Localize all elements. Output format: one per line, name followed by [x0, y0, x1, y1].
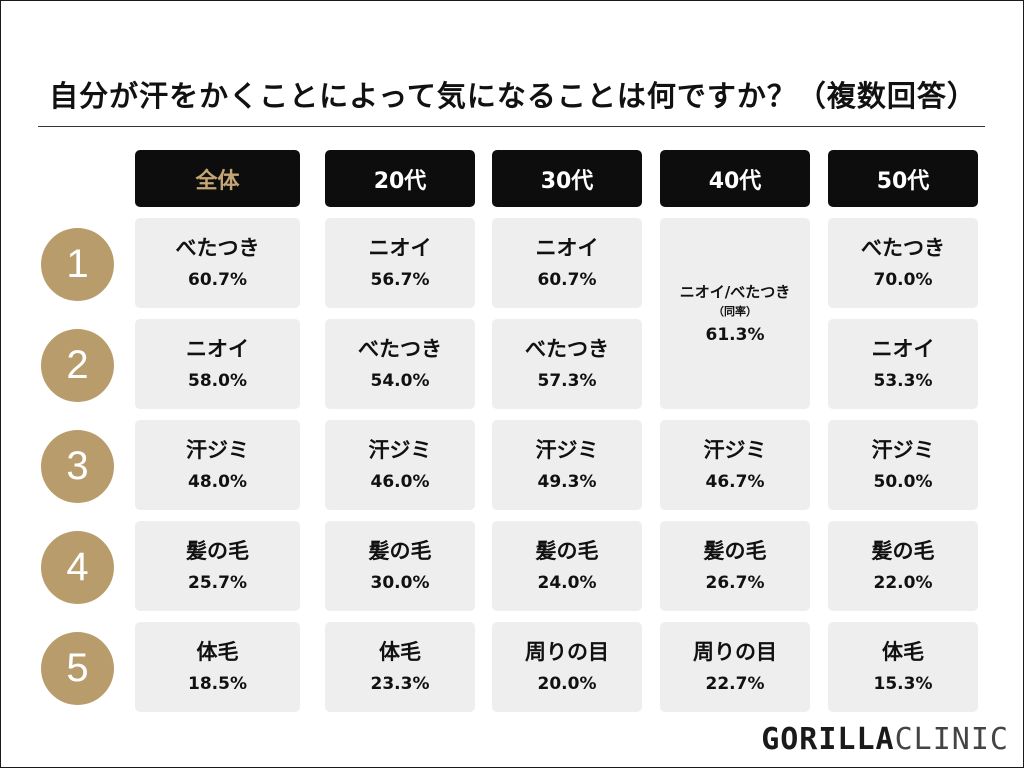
ranking-cell: べたつき 70.0% — [828, 218, 978, 308]
ranking-cell: ニオイ 53.3% — [828, 319, 978, 409]
ranking-cell: 体毛 15.3% — [828, 622, 978, 712]
cell-label: べたつき — [175, 235, 260, 260]
cell-label: 汗ジミ — [368, 437, 432, 462]
ranking-cell: べたつき 57.3% — [492, 319, 642, 409]
cell-label: ニオイ — [535, 235, 599, 260]
ranking-cell: ニオイ 60.7% — [492, 218, 642, 308]
ranking-cell: 汗ジミ 46.0% — [325, 420, 475, 510]
cell-label: 汗ジミ — [703, 437, 767, 462]
logo-bold-text: GORILLA — [761, 722, 895, 757]
ranking-cell: ニオイ 56.7% — [325, 218, 475, 308]
rank-number: 2 — [66, 343, 89, 387]
cell-percentage: 53.3% — [873, 371, 933, 392]
ranking-cell: 髪の毛 26.7% — [660, 521, 810, 611]
ranking-cell: 髪の毛 25.7% — [135, 521, 300, 611]
column-header-30s: 30代 — [492, 150, 642, 207]
ranking-cell: 体毛 18.5% — [135, 622, 300, 712]
cell-label: 体毛 — [882, 639, 924, 664]
cell-label: 周りの目 — [693, 639, 777, 664]
logo-thin-text: CLINIC — [894, 722, 1009, 757]
rank-4-badge: 4 — [41, 531, 114, 604]
ranking-cell: ニオイ/べたつき （同率） 61.3% — [660, 218, 810, 409]
ranking-cell: ニオイ 58.0% — [135, 319, 300, 409]
cell-percentage: 46.7% — [705, 472, 765, 493]
cell-label: 周りの目 — [525, 639, 609, 664]
rank-number: 5 — [66, 646, 89, 690]
ranking-cell: べたつき 54.0% — [325, 319, 475, 409]
cell-percentage: 58.0% — [188, 371, 247, 392]
cell-percentage: 57.3% — [537, 371, 597, 392]
cell-percentage: 24.0% — [537, 573, 597, 594]
column-header-40s: 40代 — [660, 150, 810, 207]
rank-3-badge: 3 — [41, 430, 114, 503]
cell-percentage: 54.0% — [370, 371, 430, 392]
rank-5-badge: 5 — [41, 632, 114, 705]
ranking-cell: べたつき 60.7% — [135, 218, 300, 308]
ranking-cell: 汗ジミ 48.0% — [135, 420, 300, 510]
rank-1-badge: 1 — [41, 228, 114, 301]
chart-title: 自分が汗をかくことによって気になることは何ですか？（複数回答） — [49, 79, 977, 113]
cell-percentage: 46.0% — [370, 472, 430, 493]
ranking-cell: 汗ジミ 46.7% — [660, 420, 810, 510]
cell-percentage: 26.7% — [705, 573, 765, 594]
cell-percentage: 15.3% — [873, 674, 933, 695]
cell-label: ニオイ — [871, 336, 935, 361]
cell-label: ニオイ/べたつき — [679, 282, 791, 301]
cell-percentage: 20.0% — [537, 674, 597, 695]
ranking-cell: 汗ジミ 49.3% — [492, 420, 642, 510]
cell-percentage: 25.7% — [188, 573, 247, 594]
cell-label: 髪の毛 — [368, 538, 432, 563]
cell-percentage: 22.0% — [873, 573, 933, 594]
cell-label: 髪の毛 — [871, 538, 935, 563]
cell-label: 汗ジミ — [186, 437, 249, 462]
cell-percentage: 56.7% — [370, 270, 430, 291]
title-divider — [38, 126, 985, 127]
cell-label: ニオイ — [368, 235, 432, 260]
cell-label: べたつき — [861, 235, 945, 260]
ranking-cell: 髪の毛 22.0% — [828, 521, 978, 611]
cell-label: ニオイ — [186, 336, 249, 361]
cell-note: （同率） — [713, 304, 757, 318]
cell-label: 体毛 — [379, 639, 421, 664]
cell-percentage: 48.0% — [188, 472, 247, 493]
cell-label: 髪の毛 — [535, 538, 599, 563]
cell-label: 体毛 — [196, 639, 239, 664]
cell-percentage: 60.7% — [537, 270, 597, 291]
ranking-cell: 体毛 23.3% — [325, 622, 475, 712]
cell-percentage: 49.3% — [537, 472, 597, 493]
cell-percentage: 22.7% — [705, 674, 765, 695]
rank-2-badge: 2 — [41, 329, 114, 402]
rank-number: 4 — [66, 545, 89, 589]
cell-label: 汗ジミ — [535, 437, 599, 462]
cell-percentage: 50.0% — [873, 472, 933, 493]
cell-percentage: 23.3% — [370, 674, 430, 695]
cell-percentage: 60.7% — [188, 270, 247, 291]
brand-logo: GORILLACLINIC — [761, 722, 1009, 757]
ranking-cell: 汗ジミ 50.0% — [828, 420, 978, 510]
cell-label: 汗ジミ — [871, 437, 935, 462]
cell-percentage: 30.0% — [370, 573, 430, 594]
ranking-cell: 周りの目 22.7% — [660, 622, 810, 712]
cell-percentage: 61.3% — [705, 324, 765, 345]
column-header-50s: 50代 — [828, 150, 978, 207]
ranking-cell: 髪の毛 24.0% — [492, 521, 642, 611]
cell-label: べたつき — [358, 336, 442, 361]
ranking-cell: 髪の毛 30.0% — [325, 521, 475, 611]
cell-label: 髪の毛 — [186, 538, 249, 563]
rank-number: 3 — [66, 444, 89, 488]
cell-percentage: 70.0% — [873, 270, 933, 291]
column-header-all: 全体 — [135, 150, 300, 207]
ranking-cell: 周りの目 20.0% — [492, 622, 642, 712]
column-header-20s: 20代 — [325, 150, 475, 207]
cell-label: べたつき — [525, 336, 609, 361]
cell-label: 髪の毛 — [703, 538, 767, 563]
rank-number: 1 — [66, 242, 89, 286]
cell-percentage: 18.5% — [188, 674, 247, 695]
